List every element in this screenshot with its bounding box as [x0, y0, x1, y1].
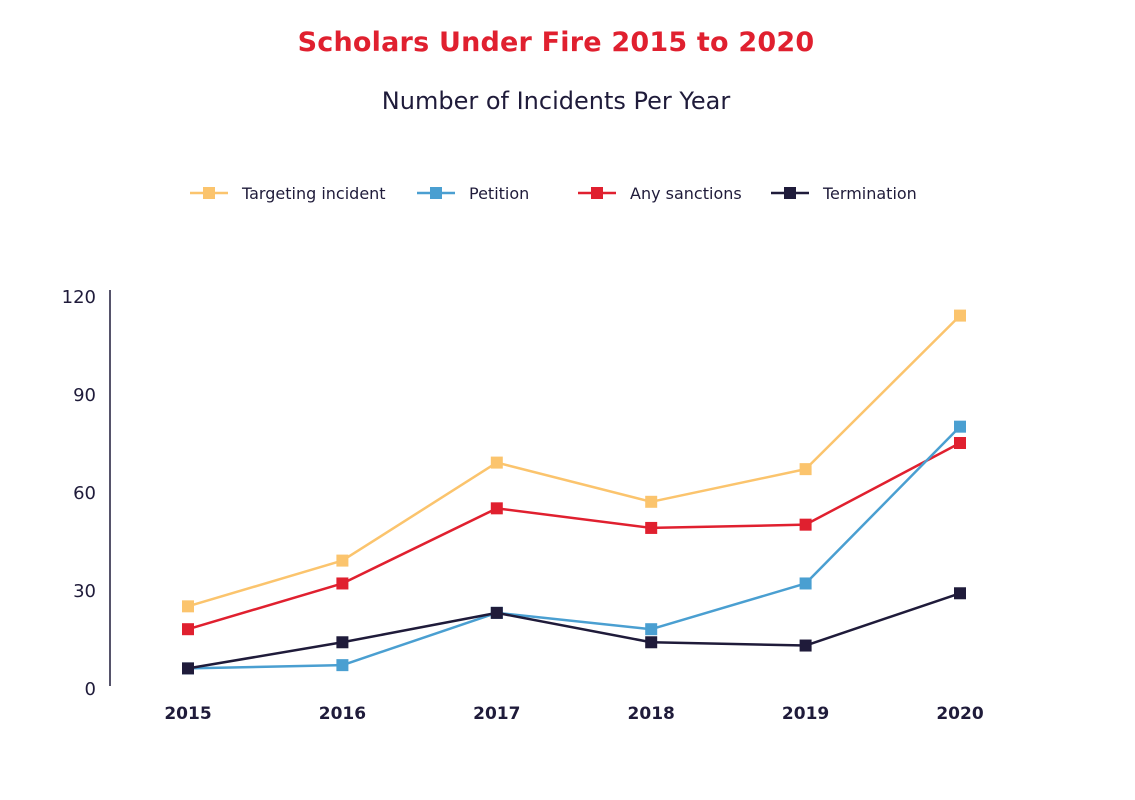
data-point: [336, 577, 349, 590]
data-point: [645, 623, 658, 636]
y-tick-label: 120: [62, 287, 96, 308]
data-point: [954, 309, 966, 322]
chart-subtitle: Number of Incidents Per Year: [381, 87, 731, 115]
data-point: [954, 587, 966, 600]
data-point: [645, 521, 658, 534]
series-line: [187, 441, 961, 631]
data-point: [645, 636, 658, 649]
y-tick-label: 30: [73, 581, 96, 602]
data-point: [799, 463, 812, 476]
y-axis-ticks: 0 30 60 90 120: [62, 287, 96, 700]
x-tick-label: 2018: [628, 704, 675, 724]
data-point: [182, 623, 194, 636]
data-point: [490, 502, 503, 515]
legend-marker: [591, 187, 603, 199]
data-point: [336, 554, 349, 567]
y-tick-label: 0: [85, 679, 96, 700]
data-point: [954, 420, 966, 433]
x-axis-ticks: 2015 2016 2017 2018 2019 2020: [164, 704, 983, 724]
data-point: [799, 518, 812, 531]
series-line: [187, 425, 961, 670]
legend: Targeting incident Petition Any sanctions T…: [190, 184, 917, 203]
legend-label: Petition: [469, 184, 529, 203]
data-point: [336, 636, 349, 649]
data-point: [336, 659, 349, 672]
series-0: [182, 309, 966, 613]
series-line: [187, 592, 961, 670]
data-point: [799, 639, 812, 652]
series-3: [182, 587, 966, 675]
data-point: [954, 437, 966, 449]
x-tick-label: 2017: [473, 704, 520, 724]
legend-marker: [203, 187, 215, 199]
data-point: [645, 495, 658, 508]
legend-item: Any sanctions: [578, 184, 742, 203]
legend-label: Targeting incident: [241, 184, 386, 203]
x-tick-label: 2016: [319, 704, 366, 724]
legend-item: Targeting incident: [190, 184, 386, 203]
legend-item: Termination: [771, 184, 917, 203]
series-2: [182, 437, 966, 636]
series-1: [182, 420, 966, 675]
x-tick-label: 2015: [164, 704, 211, 724]
series-layer: [182, 309, 966, 675]
legend-label: Termination: [822, 184, 917, 203]
x-tick-label: 2020: [936, 704, 983, 724]
y-tick-label: 60: [73, 483, 96, 504]
data-point: [490, 606, 503, 619]
x-tick-label: 2019: [782, 704, 829, 724]
data-point: [182, 662, 194, 675]
legend-marker: [784, 187, 796, 199]
legend-item: Petition: [417, 184, 529, 203]
data-point: [799, 577, 812, 590]
legend-label: Any sanctions: [630, 184, 742, 203]
y-tick-label: 90: [73, 385, 96, 406]
data-point: [182, 600, 194, 613]
data-point: [490, 456, 503, 469]
legend-marker: [430, 187, 442, 199]
series-line: [187, 314, 961, 608]
chart-title: Scholars Under Fire 2015 to 2020: [297, 27, 815, 58]
